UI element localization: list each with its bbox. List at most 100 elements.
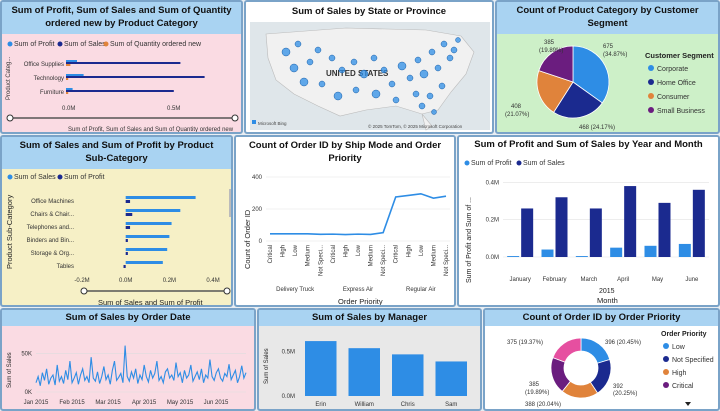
state-bubble[interactable] [318,80,326,88]
segment-pie[interactable] [536,45,610,119]
scroll-handle-left[interactable] [6,114,14,122]
bar[interactable] [66,90,174,92]
state-bubble[interactable] [397,61,407,71]
bar[interactable] [624,186,637,257]
bar[interactable] [125,252,128,255]
scrollbar[interactable] [229,189,233,217]
bar[interactable] [66,92,69,94]
map[interactable]: UNITED STATES Microsoft Bing © 2025 TomT… [246,22,492,132]
state-bubble[interactable] [438,82,446,90]
series-line[interactable] [270,192,447,236]
bar[interactable] [575,256,588,257]
state-bubble[interactable] [352,86,360,94]
state-bubble[interactable] [370,54,378,62]
legend-item[interactable]: Corporate [657,66,688,73]
state-bubble[interactable] [431,109,437,115]
bar[interactable] [644,245,657,257]
bar[interactable] [66,88,73,90]
pie-slice[interactable] [536,70,574,113]
legend-item[interactable]: Consumer [657,94,690,101]
state-bubble[interactable] [419,69,429,79]
priority-legend[interactable]: Low Not Specified High Critical [663,343,714,390]
state-bubble[interactable] [333,91,343,101]
bar[interactable] [678,243,691,257]
state-bubble[interactable] [412,90,420,98]
state-bubble[interactable] [426,92,434,100]
bar[interactable] [507,256,520,257]
state-bubble[interactable] [392,96,400,104]
bar[interactable] [125,235,170,238]
bar[interactable] [66,76,205,78]
legend-profit[interactable]: Sum of Profit [471,160,512,167]
state-bubble[interactable] [450,46,458,54]
bar[interactable] [125,213,133,216]
legend-sales[interactable]: Sum of Sales [64,41,106,48]
series-line[interactable] [35,345,247,386]
scroll-handle-right[interactable] [231,114,239,122]
bar[interactable] [125,196,196,199]
state-bubble[interactable] [434,64,442,72]
state-bubble[interactable] [388,80,396,88]
legend-item[interactable]: Small Business [657,108,705,115]
bar[interactable] [66,74,84,76]
legend-item[interactable]: Critical [672,383,694,390]
state-bubble[interactable] [455,37,461,43]
bar[interactable] [66,62,181,64]
bar[interactable] [435,361,468,396]
bar[interactable] [541,249,554,257]
legend-profit[interactable]: Sum of Profit [14,41,55,48]
legend-item[interactable]: Home Office [657,80,696,87]
segment-legend[interactable]: Corporate Home Office Consumer Small Busine… [648,65,705,115]
state-bubble[interactable] [380,66,388,74]
bar[interactable] [305,341,337,396]
bar[interactable] [125,248,168,251]
state-bubble[interactable] [359,69,369,79]
scroll-handle-right[interactable] [223,287,231,295]
state-bubble[interactable] [446,54,454,62]
bar[interactable] [66,60,77,62]
state-bubble[interactable] [418,102,426,110]
state-bubble[interactable] [289,63,299,73]
bar[interactable] [521,208,534,257]
legend-item[interactable]: High [672,370,687,377]
bar[interactable] [692,189,705,257]
chevron-down-icon[interactable] [685,402,691,406]
state-bubble[interactable] [281,47,291,57]
state-bubble[interactable] [406,74,414,82]
bar[interactable] [610,247,623,257]
bar[interactable] [125,209,181,212]
bar[interactable] [125,261,163,264]
bar[interactable] [555,197,568,257]
state-bubble[interactable] [428,48,436,56]
pie-slice[interactable] [552,337,582,363]
state-bubble[interactable] [338,66,346,74]
bar[interactable] [123,265,126,268]
legend-sales[interactable]: Sum of Sales [523,160,565,167]
state-bubble[interactable] [414,56,422,64]
bar[interactable] [66,78,69,80]
priority-donut[interactable] [550,337,612,399]
state-bubble[interactable] [371,89,381,99]
pie-slice[interactable] [572,45,610,104]
bar[interactable] [589,208,602,257]
bar[interactable] [392,354,424,396]
legend-quantity[interactable]: Sum of Quantity ordered new [110,41,202,48]
state-bubble[interactable] [314,46,322,54]
bar[interactable] [66,64,71,66]
bar[interactable] [125,200,131,203]
state-bubble[interactable] [299,77,309,87]
bar[interactable] [125,239,128,242]
bar[interactable] [658,202,671,257]
pie-slice[interactable] [553,81,603,119]
bar[interactable] [125,226,131,229]
scroll-handle-left[interactable] [80,287,88,295]
legend-item[interactable]: Low [672,344,686,351]
state-bubble[interactable] [294,40,302,48]
legend-sales[interactable]: Sum of Sales [14,174,56,181]
bar[interactable] [348,348,381,396]
state-bubble[interactable] [328,54,336,62]
state-bubble[interactable] [440,40,448,48]
state-bubble[interactable] [306,58,314,66]
legend-profit[interactable]: Sum of Profit [64,174,105,181]
legend-item[interactable]: Not Specified [672,357,714,364]
